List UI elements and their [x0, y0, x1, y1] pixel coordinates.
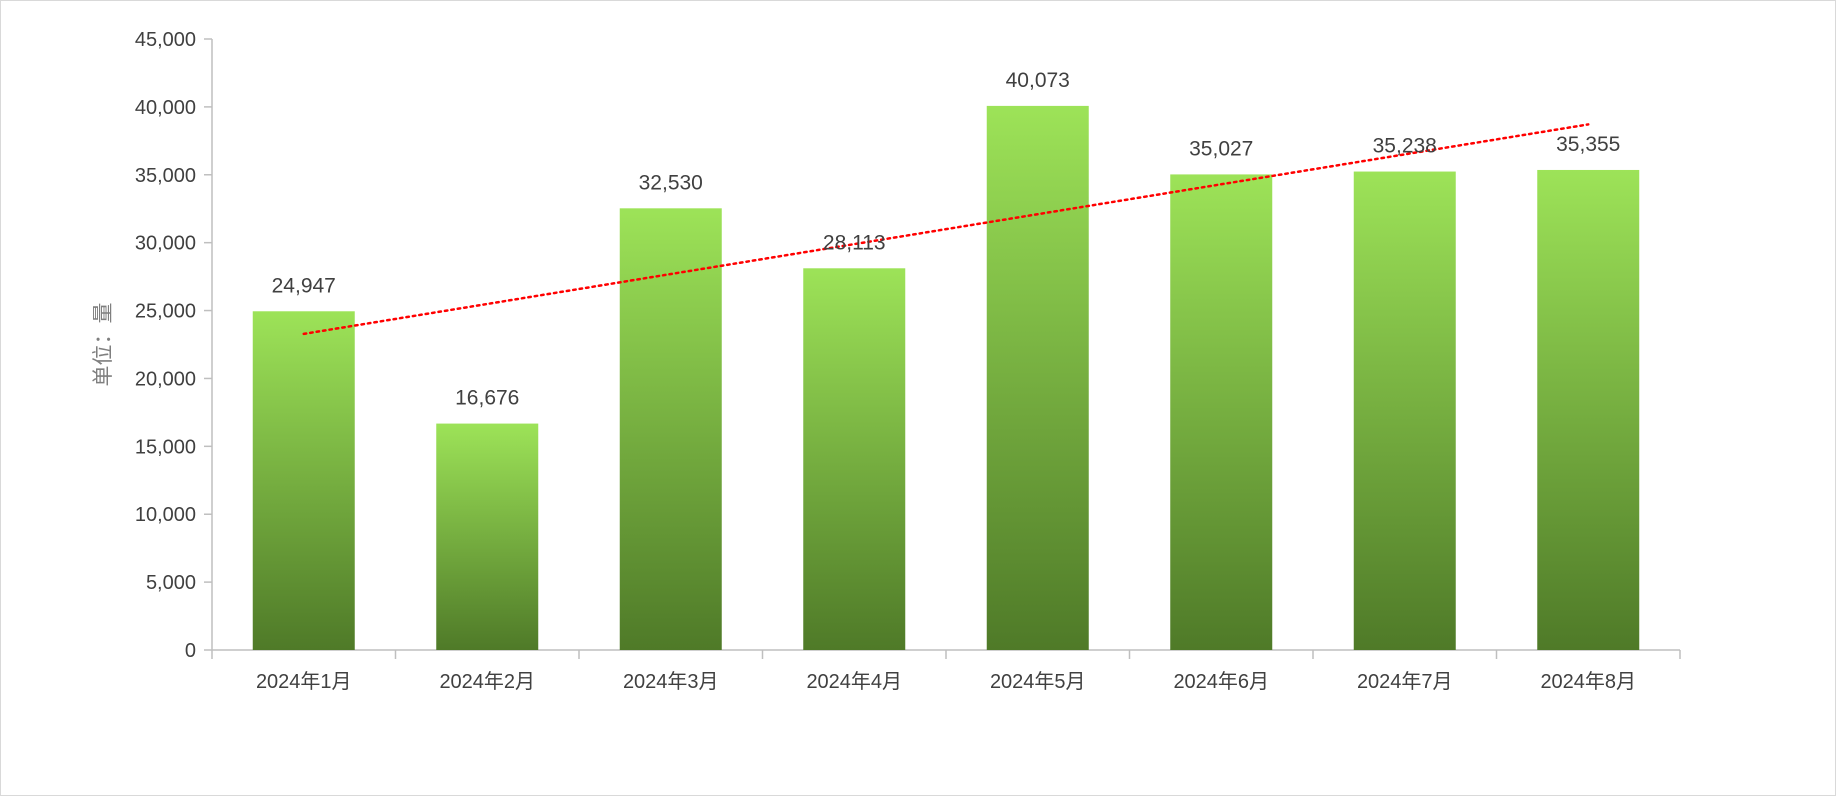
data-label: 32,530	[639, 171, 703, 194]
y-tick-label: 10,000	[135, 504, 196, 526]
x-tick-label: 2024年8月	[1540, 670, 1636, 693]
y-tick-label: 25,000	[135, 301, 196, 323]
bar	[803, 268, 906, 650]
y-tick-label: 35,000	[135, 165, 196, 187]
x-tick-label: 2024年6月	[1173, 670, 1269, 693]
bar	[1537, 169, 1640, 650]
data-labels: 24,947 16,676 32,530 28,113 40,073 35,027 35,2…	[272, 69, 1621, 410]
bars	[252, 105, 1640, 651]
bar	[436, 423, 539, 650]
y-axis-title: 单位：量	[92, 303, 115, 387]
y-tick-label: 45,000	[135, 29, 196, 51]
y-tick-label: 5,000	[146, 572, 196, 594]
y-tick-label: 15,000	[135, 436, 196, 458]
y-axis: 0 5,000 10,000 15,000 20,000 25,000 30,000 35,0…	[135, 29, 213, 662]
x-tick-label: 2024年7月	[1357, 670, 1453, 693]
x-tick-label: 2024年1月	[256, 670, 352, 693]
trendline-line	[302, 123, 1590, 336]
bar	[1170, 174, 1273, 650]
data-label: 16,676	[455, 387, 519, 410]
data-label: 40,073	[1006, 69, 1070, 92]
data-label: 24,947	[272, 274, 336, 297]
data-label: 35,355	[1556, 133, 1620, 156]
y-tick-label: 0	[185, 640, 196, 662]
data-label: 35,238	[1373, 135, 1437, 158]
bar	[1353, 171, 1456, 650]
x-tick-label: 2024年5月	[990, 670, 1086, 693]
y-tick-label: 20,000	[135, 368, 196, 390]
x-tick-label: 2024年3月	[623, 670, 719, 693]
y-tick-label: 40,000	[135, 97, 196, 119]
x-tick-label: 2024年2月	[439, 670, 535, 693]
bar	[986, 105, 1089, 651]
data-label: 28,113	[823, 231, 886, 254]
trendline	[302, 123, 1590, 336]
bar	[619, 208, 722, 651]
y-tick-label: 30,000	[135, 233, 196, 255]
data-label: 35,027	[1189, 137, 1253, 160]
bar	[252, 311, 355, 650]
x-tick-label: 2024年4月	[806, 670, 902, 693]
x-axis: 2024年1月 2024年2月 2024年3月 2024年4月 2024年5月 2024年…	[211, 649, 1681, 693]
